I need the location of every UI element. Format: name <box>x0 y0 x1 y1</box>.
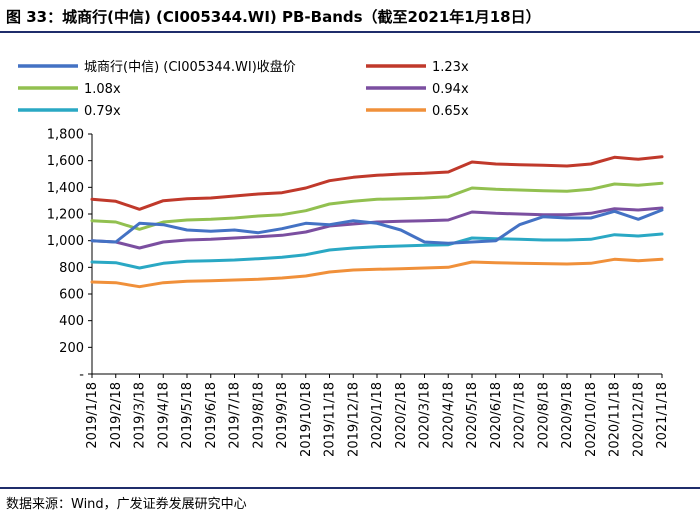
x-tick-label: 2020/6/18 <box>489 382 504 449</box>
legend-label-3: 0.94x <box>432 82 469 97</box>
y-tick-label: 200 <box>59 341 84 356</box>
x-axis: 2019/1/18 2019/2/18 2019/3/18 2019/4/18 2019… <box>85 373 670 457</box>
x-tick-label: 2020/10/18 <box>584 382 599 457</box>
series-line-2 <box>90 181 664 231</box>
x-tick-label: 2019/4/18 <box>156 382 171 449</box>
x-tick-label: 2019/2/18 <box>109 382 124 449</box>
x-tick-label: 2020/8/18 <box>536 382 551 449</box>
x-tick-label: 2019/10/18 <box>299 382 314 457</box>
legend-label-2: 1.08x <box>84 82 121 97</box>
x-tick-label: 2020/1/18 <box>370 382 385 449</box>
x-tick-label: 2020/5/18 <box>465 382 480 449</box>
legend: 城商行(中信) (CI005344.WI)收盘价 1.23x 1.08x 0.94x 0… <box>18 59 469 119</box>
x-tick-label: 2019/6/18 <box>204 382 219 449</box>
series-line-5 <box>90 257 664 289</box>
x-tick-label: 2021/1/18 <box>655 382 670 449</box>
y-tick-label: 600 <box>59 288 84 303</box>
y-tick-label: 1,200 <box>47 208 84 223</box>
y-tick-label: 400 <box>59 314 84 329</box>
y-tick-label: 1,400 <box>47 181 84 196</box>
legend-label-4: 0.79x <box>84 104 121 119</box>
y-tick-label: 1,000 <box>47 234 84 249</box>
x-tick-label: 2020/11/18 <box>608 382 623 457</box>
series-lines <box>90 155 664 289</box>
y-tick-label: 1,800 <box>47 128 84 143</box>
bottom-rule <box>0 487 700 489</box>
series-line-1 <box>90 155 664 211</box>
series-line-4 <box>90 232 664 270</box>
x-tick-label: 2020/9/18 <box>560 382 575 449</box>
x-tick-label: 2019/11/18 <box>323 382 338 457</box>
x-tick-label: 2019/5/18 <box>180 382 195 449</box>
y-tick-label: - <box>79 368 84 383</box>
legend-label-1: 1.23x <box>432 60 469 75</box>
x-tick-label: 2019/1/18 <box>85 382 100 449</box>
figure-title: 图 33：城商行(中信) (CI005344.WI) PB-Bands（截至20… <box>6 8 541 26</box>
legend-label-0: 城商行(中信) (CI005344.WI)收盘价 <box>84 59 296 75</box>
top-rule <box>0 31 700 33</box>
x-tick-label: 2020/7/18 <box>513 382 528 449</box>
y-tick-label: 1,600 <box>47 154 84 169</box>
x-tick-label: 2020/3/18 <box>418 382 433 449</box>
x-tick-label: 2019/9/18 <box>275 382 290 449</box>
x-tick-label: 2019/12/18 <box>346 382 361 457</box>
x-tick-label: 2020/2/18 <box>394 382 409 449</box>
x-tick-label: 2019/7/18 <box>228 382 243 449</box>
series-line-0 <box>90 208 664 245</box>
x-tick-label: 2019/8/18 <box>251 382 266 449</box>
x-tick-label: 2019/3/18 <box>133 382 148 449</box>
source-note: 数据来源：Wind，广发证券发展研究中心 <box>6 497 247 512</box>
x-tick-label: 2020/4/18 <box>441 382 456 449</box>
x-tick-label: 2020/12/18 <box>631 382 646 457</box>
legend-label-5: 0.65x <box>432 104 469 119</box>
y-axis: - 200 400 600 800 1,000 1,200 1,400 1,600 1,800 <box>47 128 93 383</box>
y-tick-label: 800 <box>59 261 84 276</box>
